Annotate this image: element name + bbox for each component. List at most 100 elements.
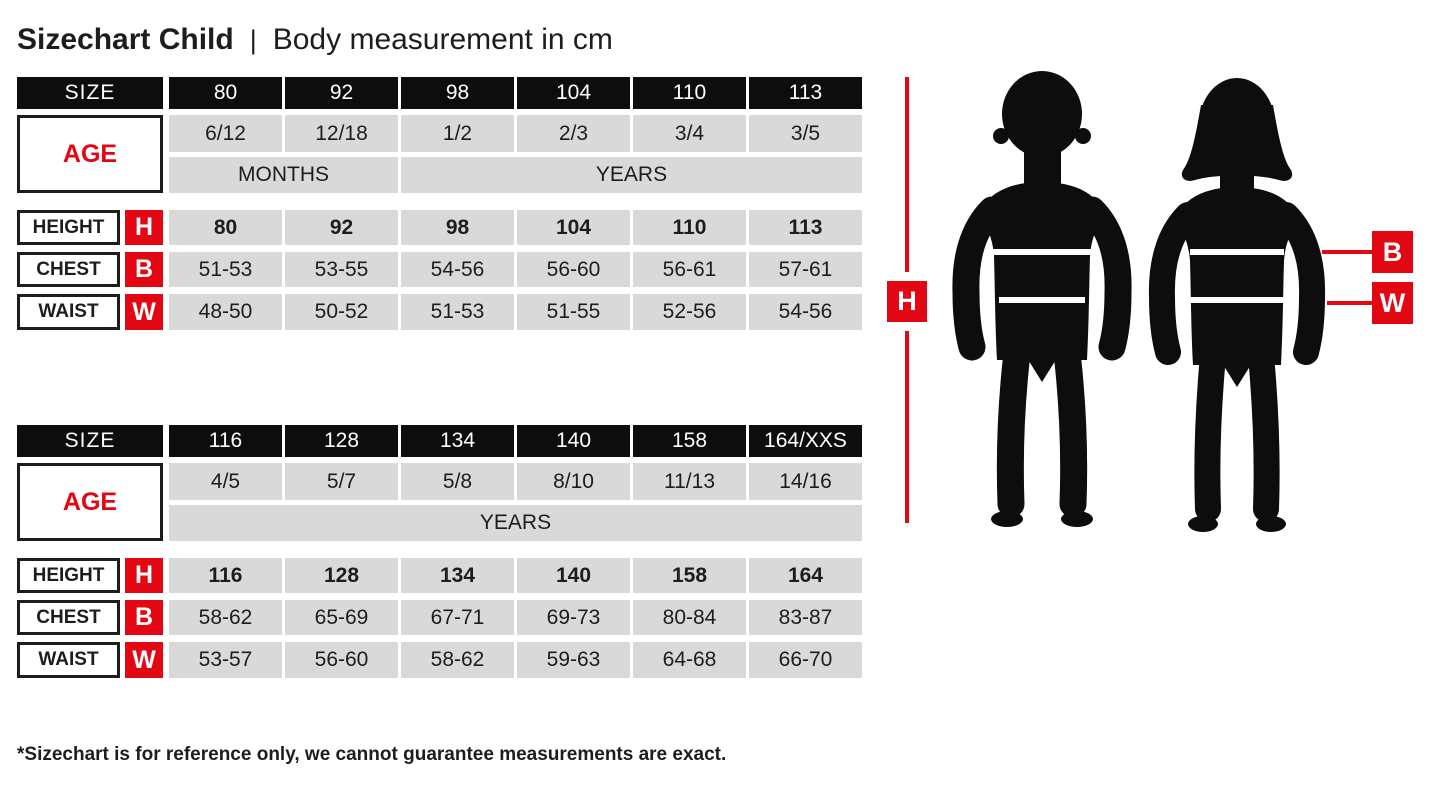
age-cell: 4/5: [169, 463, 282, 500]
height-label: HEIGHT: [17, 558, 120, 593]
size-cell: 140: [517, 425, 630, 457]
girl-waist-line: [1190, 297, 1284, 303]
title-subtitle: Body measurement in cm: [272, 23, 613, 56]
size-header-label: SIZE: [17, 77, 163, 109]
chest-label: CHEST: [17, 252, 120, 287]
size-cell: 164/XXS: [749, 425, 862, 457]
chest-row: CHEST B 58-62 65-69 67-71 69-73 80-84 83…: [17, 600, 862, 635]
size-cell: 116: [169, 425, 282, 457]
height-code-badge: H: [125, 558, 163, 593]
height-row: HEIGHT H 80 92 98 104 110 113: [17, 210, 862, 245]
age-rows: AGE 6/12 12/18 1/2 2/3 3/4 3/5 MONTHS YE…: [17, 115, 862, 193]
age-cell: 5/7: [285, 463, 398, 500]
size-table-large: SIZE 116 128 134 140 158 164/XXS AGE 4/5…: [17, 425, 862, 678]
height-cell: 92: [285, 210, 398, 245]
age-cell: 6/12: [169, 115, 282, 152]
age-cell: 8/10: [517, 463, 630, 500]
chest-cell: 57-61: [749, 252, 862, 287]
age-cell: 12/18: [285, 115, 398, 152]
chest-label: CHEST: [17, 600, 120, 635]
size-cell: 158: [633, 425, 746, 457]
waist-cell: 54-56: [749, 294, 862, 330]
waist-row: WAIST W 48-50 50-52 51-53 51-55 52-56 54…: [17, 294, 862, 330]
boy-waist-line: [999, 297, 1085, 303]
waist-marker-badge: W: [1372, 282, 1413, 324]
waist-row: WAIST W 53-57 56-60 58-62 59-63 64-68 66…: [17, 642, 862, 678]
waist-label: WAIST: [17, 294, 120, 330]
age-cell: 2/3: [517, 115, 630, 152]
waist-code-badge: W: [125, 642, 163, 678]
waist-cell: 48-50: [169, 294, 282, 330]
size-table-small: SIZE 80 92 98 104 110 113 AGE 6/12 12/18…: [17, 77, 862, 330]
height-cell: 128: [285, 558, 398, 593]
chest-cell: 69-73: [517, 600, 630, 635]
age-values-row: 6/12 12/18 1/2 2/3 3/4 3/5: [169, 115, 862, 152]
waist-code-badge: W: [125, 294, 163, 330]
girl-silhouette: [1148, 78, 1326, 532]
chest-cell: 58-62: [169, 600, 282, 635]
waist-label: WAIST: [17, 642, 120, 678]
waist-cell: 51-53: [401, 294, 514, 330]
height-cell: 98: [401, 210, 514, 245]
height-cell: 110: [633, 210, 746, 245]
chest-cell: 53-55: [285, 252, 398, 287]
page-title: Sizechart Child | Body measurement in cm: [17, 20, 862, 60]
height-cell: 140: [517, 558, 630, 593]
chest-code-badge: B: [125, 600, 163, 635]
age-values-row: 4/5 5/7 5/8 8/10 11/13 14/16: [169, 463, 862, 500]
age-cell: 5/8: [401, 463, 514, 500]
size-header-label: SIZE: [17, 425, 163, 457]
size-cell: 104: [517, 77, 630, 109]
chest-cell: 51-53: [169, 252, 282, 287]
height-cell: 113: [749, 210, 862, 245]
size-row: SIZE 80 92 98 104 110 113: [17, 77, 862, 109]
size-cell: 134: [401, 425, 514, 457]
waist-cell: 59-63: [517, 642, 630, 678]
height-cell: 158: [633, 558, 746, 593]
period-cell-years: YEARS: [401, 157, 862, 193]
height-cell: 134: [401, 558, 514, 593]
age-period-row: MONTHS YEARS: [169, 157, 862, 193]
age-cell: 14/16: [749, 463, 862, 500]
size-row: SIZE 116 128 134 140 158 164/XXS: [17, 425, 862, 457]
waist-cell: 64-68: [633, 642, 746, 678]
girl-chest-line: [1190, 249, 1284, 255]
age-header-label: AGE: [17, 463, 163, 541]
height-cell: 104: [517, 210, 630, 245]
chest-cell: 56-61: [633, 252, 746, 287]
height-cell: 164: [749, 558, 862, 593]
chest-cell: 80-84: [633, 600, 746, 635]
size-cell: 80: [169, 77, 282, 109]
height-marker-badge: H: [887, 281, 927, 322]
boy-chest-line: [993, 249, 1091, 255]
size-cell: 110: [633, 77, 746, 109]
size-cell: 128: [285, 425, 398, 457]
chest-cell: 54-56: [401, 252, 514, 287]
size-tables: SIZE 80 92 98 104 110 113 AGE 6/12 12/18…: [17, 77, 862, 678]
chest-cell: 65-69: [285, 600, 398, 635]
height-measure-line-bottom: [905, 331, 909, 523]
age-cell: 1/2: [401, 115, 514, 152]
age-cell: 3/4: [633, 115, 746, 152]
height-measure-line-top: [905, 77, 909, 272]
age-cell: 11/13: [633, 463, 746, 500]
age-rows: AGE 4/5 5/7 5/8 8/10 11/13 14/16 YEARS: [17, 463, 862, 541]
page-content: Sizechart Child | Body measurement in cm…: [17, 20, 862, 766]
chest-cell: 67-71: [401, 600, 514, 635]
boy-silhouette: [952, 71, 1132, 527]
period-cell-months: MONTHS: [169, 157, 398, 193]
waist-cell: 53-57: [169, 642, 282, 678]
size-cell: 92: [285, 77, 398, 109]
title-separator: |: [249, 25, 257, 55]
chest-cell: 83-87: [749, 600, 862, 635]
waist-cell: 58-62: [401, 642, 514, 678]
waist-cell: 51-55: [517, 294, 630, 330]
chest-marker-connector: [1322, 250, 1372, 254]
footnote: *Sizechart is for reference only, we can…: [17, 744, 727, 765]
chest-code-badge: B: [125, 252, 163, 287]
age-header-label: AGE: [17, 115, 163, 193]
height-row: HEIGHT H 116 128 134 140 158 164: [17, 558, 862, 593]
age-cell: 3/5: [749, 115, 862, 152]
waist-cell: 66-70: [749, 642, 862, 678]
height-label: HEIGHT: [17, 210, 120, 245]
